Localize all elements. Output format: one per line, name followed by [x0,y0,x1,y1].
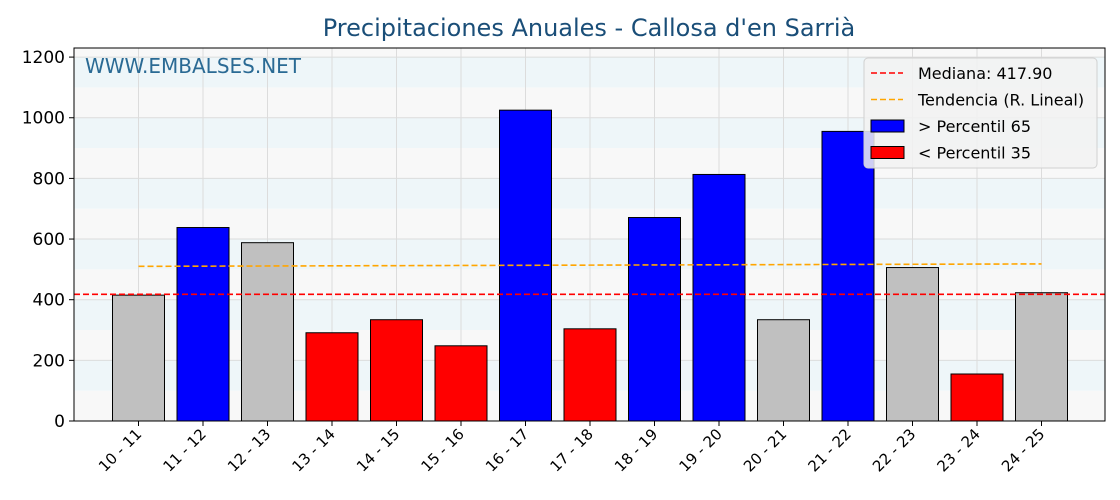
bar-11-12 [176,227,230,422]
y-tick-label: 200 [33,351,65,371]
chart-title: Precipitaciones Anuales - Callosa d'en S… [323,14,856,42]
bar-17-18 [563,328,617,422]
y-tick-label: 1000 [22,109,65,129]
bar-10-11 [112,294,165,422]
x-tick-label: 17 - 18 [547,425,597,475]
legend: Mediana: 417.90 Tendencia (R. Lineal) > P… [863,57,1098,169]
legend-label-median: Mediana: 417.90 [918,64,1052,83]
legend-box [863,57,1098,169]
bar-12-13 [241,242,294,422]
legend-swatch-high [870,119,905,133]
watermark: WWW.EMBALSES.NET [85,54,302,78]
bar-18-19 [628,217,681,422]
legend-label-high: > Percentil 65 [918,117,1031,136]
y-tick-label: 800 [33,169,65,189]
x-tick-label: 12 - 13 [224,425,274,475]
trend-line [138,263,1042,268]
y-tick-label: 1200 [22,48,65,68]
x-tick-label: 24 - 25 [998,425,1048,475]
x-tick-label: 10 - 11 [95,425,145,475]
x-tick-label: 20 - 21 [740,425,790,475]
x-tick-label: 21 - 22 [805,425,855,475]
x-tick-label: 19 - 20 [676,425,726,475]
x-tick-label: 22 - 23 [869,425,919,475]
bar-20-21 [757,319,810,422]
bar-24-25 [1015,292,1068,422]
bar-15-16 [434,345,488,422]
y-tick-label: 0 [54,412,65,432]
x-tick-label: 15 - 16 [418,425,468,475]
bar-21-22 [821,130,875,422]
bar-23-24 [950,373,1004,422]
x-tick-label: 23 - 24 [934,425,984,475]
bar-13-14 [305,332,359,422]
x-tick-label: 14 - 15 [353,425,403,475]
legend-swatch-low [870,146,905,159]
bar-19-20 [692,173,746,422]
x-tick-label: 18 - 19 [611,425,661,475]
y-tick-label: 400 [33,291,65,311]
bar-14-15 [370,319,423,422]
x-tick-label: 13 - 14 [289,425,339,475]
x-tick-label: 11 - 12 [160,425,210,475]
bar-22-23 [886,267,939,422]
x-tick-label: 16 - 17 [482,425,532,475]
legend-label-trend: Tendencia (R. Lineal) [917,91,1084,110]
legend-label-low: < Percentil 35 [918,144,1031,163]
y-tick-label: 600 [33,230,65,250]
